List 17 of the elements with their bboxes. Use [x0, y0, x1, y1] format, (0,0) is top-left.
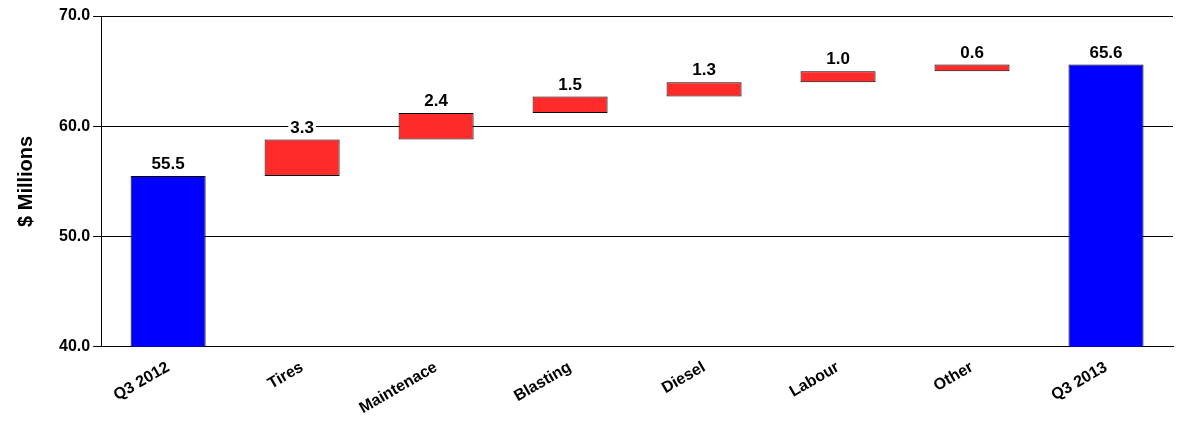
y-tick-label: 70.0: [59, 6, 91, 24]
y-axis-title: $ Millions: [13, 135, 36, 227]
data-label: 3.3: [290, 117, 314, 137]
x-tick-label: Q3 2013: [1048, 357, 1110, 404]
data-label: 65.6: [1089, 42, 1123, 62]
x-tick-label: Q3 2012: [110, 357, 172, 404]
data-label: 1.0: [826, 49, 850, 69]
y-tick-label: 50.0: [59, 226, 91, 244]
y-tick-label: 60.0: [59, 116, 91, 134]
data-label: 2.4: [424, 91, 449, 111]
x-tick-label: Tires: [264, 357, 306, 392]
data-label: 1.5: [558, 74, 582, 94]
x-tick-label: Other: [930, 357, 976, 394]
data-label: 1.3: [692, 60, 716, 80]
y-tick-label: 40.0: [59, 337, 91, 355]
data-label: 55.5: [151, 154, 185, 174]
data-label: 0.6: [960, 42, 984, 62]
